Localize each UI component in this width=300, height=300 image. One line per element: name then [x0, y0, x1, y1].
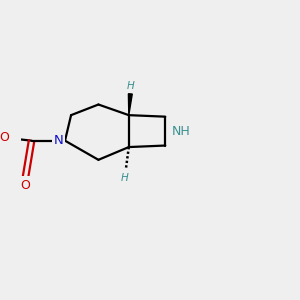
Polygon shape — [128, 94, 132, 115]
Text: O: O — [21, 178, 30, 191]
Text: O: O — [0, 131, 9, 144]
Text: H: H — [127, 81, 134, 91]
Text: NH: NH — [171, 124, 190, 138]
Text: H: H — [121, 172, 129, 183]
Text: N: N — [54, 134, 64, 147]
